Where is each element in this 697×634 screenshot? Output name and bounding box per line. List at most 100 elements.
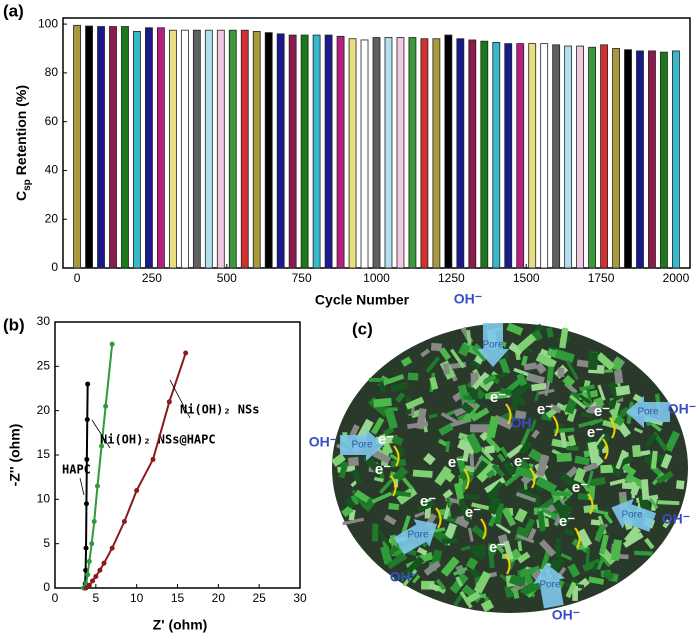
flake (378, 380, 387, 393)
marker (84, 417, 90, 423)
flake (633, 427, 643, 434)
flake (440, 412, 461, 425)
pore-arrow (611, 498, 657, 532)
flake (487, 496, 502, 515)
series-label: HAPC (62, 463, 91, 477)
flake (482, 374, 497, 386)
x-axis-label: Cycle Number (315, 292, 410, 308)
flake (428, 413, 438, 419)
flake (370, 417, 385, 435)
bar (360, 39, 369, 269)
flake (622, 532, 644, 548)
electron-label: e⁻ (559, 513, 575, 530)
flake (633, 550, 653, 556)
flake (443, 363, 450, 375)
flake (603, 513, 614, 524)
flake (585, 470, 594, 492)
flake (585, 548, 591, 565)
flake (599, 555, 611, 568)
flake (467, 527, 474, 542)
flake (590, 476, 606, 487)
flake (520, 427, 531, 447)
flake (595, 433, 612, 452)
flake (470, 407, 490, 422)
flake (469, 452, 475, 468)
flake (372, 449, 392, 464)
series-label: Ni(OH)₂ NSs (180, 403, 259, 417)
flake (607, 381, 624, 402)
bar (97, 26, 105, 269)
flake (499, 387, 514, 397)
flake (518, 565, 541, 578)
y-label-part: sp (22, 179, 33, 191)
bar (576, 45, 585, 269)
flake (534, 362, 547, 375)
flake (491, 463, 506, 478)
flake (535, 476, 558, 494)
flake (466, 432, 483, 454)
flake (414, 511, 426, 519)
flake (581, 411, 594, 419)
electron-arrow (463, 468, 470, 490)
flake (645, 433, 658, 448)
bar (312, 34, 321, 269)
flake (466, 329, 472, 346)
flake (624, 525, 641, 544)
flake (541, 507, 555, 517)
marker (109, 341, 115, 347)
marker (86, 582, 92, 588)
flake (559, 472, 578, 489)
flake (383, 373, 405, 386)
flake (471, 525, 488, 540)
pore-label: Pore (637, 407, 659, 418)
x-tick-label: 30 (293, 591, 307, 605)
flake (453, 482, 465, 500)
marker (150, 456, 156, 462)
flake (596, 558, 604, 571)
flake (591, 562, 600, 573)
flake (567, 563, 581, 578)
flake (557, 367, 565, 377)
electron-arrow (435, 507, 442, 529)
pore-label: Pore (351, 440, 373, 451)
flake (513, 367, 529, 377)
illustration: Pore Pore Pore Pore Pore Pore OH⁻ OH⁻ OH⁻ OH⁻ OH⁻ O… (309, 291, 696, 623)
bar (612, 48, 620, 269)
flake (502, 460, 517, 477)
flake (404, 556, 425, 577)
flake (405, 396, 425, 410)
bar (552, 44, 561, 269)
flake (434, 465, 452, 486)
marker (183, 350, 189, 356)
bar (109, 26, 117, 269)
x-tick-label: 250 (142, 271, 162, 285)
flake (378, 469, 385, 480)
flake (478, 454, 492, 467)
flake (641, 479, 650, 500)
flake (660, 453, 673, 469)
bar (288, 34, 297, 269)
electron-label: e⁻ (594, 403, 610, 420)
flake (600, 464, 614, 474)
bar (336, 35, 345, 269)
flake (514, 466, 536, 480)
flake (377, 530, 392, 548)
flake (610, 539, 623, 561)
marker (94, 483, 100, 489)
flake (429, 376, 439, 390)
marker (91, 519, 97, 524)
pore-label: Pore (407, 530, 429, 541)
x-tick-label: 0 (74, 271, 81, 285)
electron-arrow (390, 475, 397, 497)
flake (486, 415, 500, 439)
flake (344, 497, 356, 509)
flake (662, 519, 671, 529)
flake (613, 369, 624, 384)
x-tick-label: 15 (171, 591, 185, 605)
flake (569, 394, 587, 410)
flake (400, 356, 413, 367)
flake (546, 366, 555, 383)
flake (395, 392, 406, 403)
flake (458, 471, 474, 483)
pore-label: Pore (539, 580, 561, 591)
